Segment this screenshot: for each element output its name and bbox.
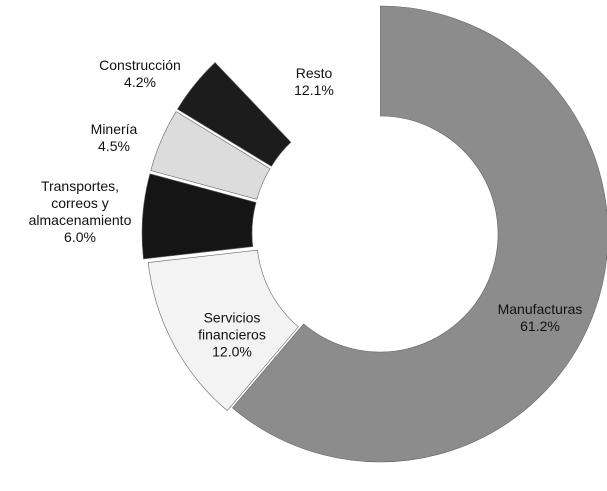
slice-label: Servicios financieros 12.0% — [177, 310, 287, 361]
donut-segment — [141, 173, 257, 260]
donut-segment — [232, 5, 607, 463]
category-name: Manufacturas — [497, 301, 583, 317]
donut-segment — [150, 111, 271, 200]
value-label: 6.0% — [64, 229, 96, 245]
slice-label: Construcción 4.2% — [85, 57, 195, 91]
donut-segment — [177, 62, 292, 167]
category-name: Construcción — [99, 57, 181, 73]
value-label: 12.1% — [294, 82, 334, 98]
value-label: 61.2% — [520, 318, 560, 334]
value-label: 4.2% — [124, 74, 156, 90]
category-name: Servicios financieros — [198, 309, 266, 343]
value-label: 12.0% — [212, 343, 252, 360]
value-label: 4.5% — [98, 138, 130, 154]
category-name: Transportes, correos y almacenamiento — [28, 178, 132, 228]
slice-label: Resto 12.1% — [259, 65, 369, 99]
donut-segment — [147, 249, 299, 412]
slice-label: Transportes, correos y almacenamiento 6.0… — [20, 178, 140, 246]
category-name: Resto — [295, 65, 333, 81]
donut-segment — [222, 6, 380, 149]
slice-label: Minería 4.5% — [59, 121, 169, 155]
category-name: Minería — [90, 121, 138, 137]
slice-label: Manufacturas 61.2% — [485, 301, 595, 335]
